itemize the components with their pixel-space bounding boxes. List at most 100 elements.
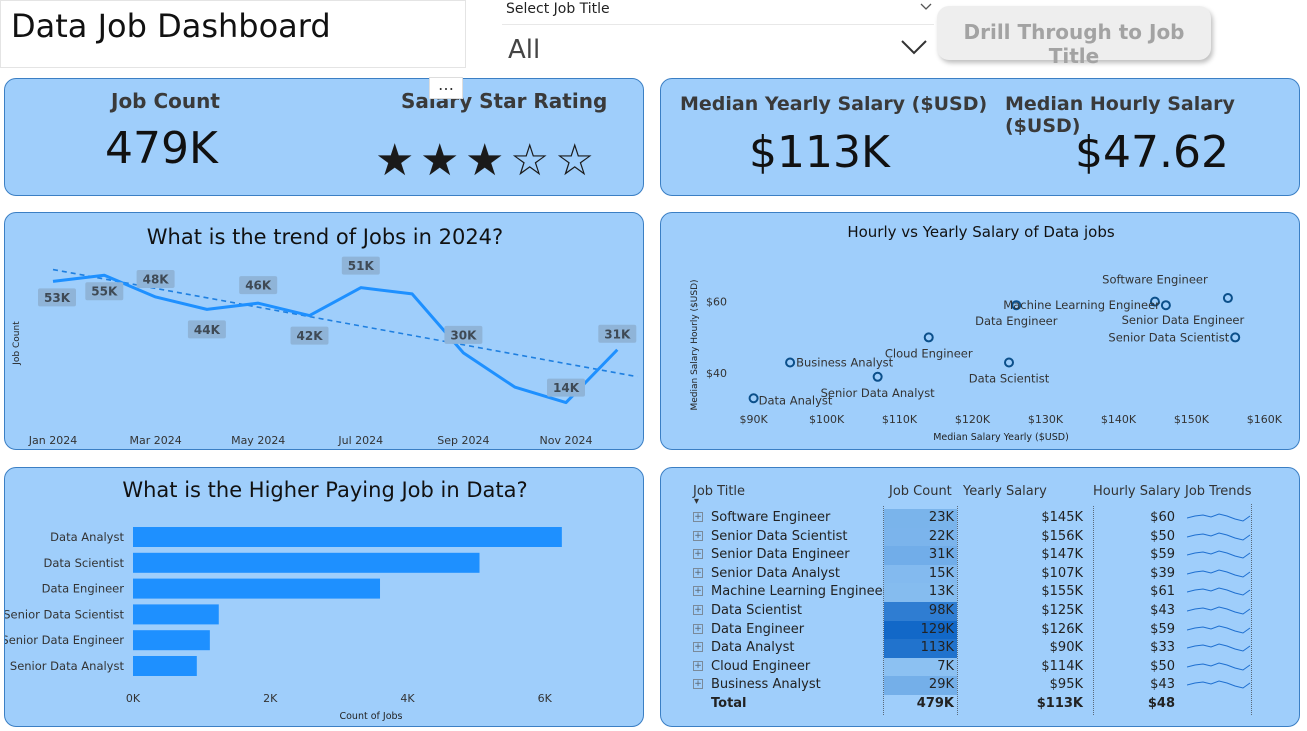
job-count-cell: [884, 509, 957, 528]
table-header-cell[interactable]: Job Trends: [1185, 484, 1252, 499]
line-data-label: 51K: [341, 256, 380, 275]
expand-plus-icon[interactable]: +: [693, 642, 703, 653]
expand-plus-icon[interactable]: +: [693, 660, 703, 671]
more-options-icon[interactable]: …: [429, 77, 463, 99]
expand-plus-icon[interactable]: +: [693, 549, 703, 560]
bar[interactable]: [133, 552, 480, 573]
bar[interactable]: [133, 527, 562, 547]
svg-text:30K: 30K: [450, 328, 477, 342]
bar-x-tick-label: 6K: [538, 692, 553, 705]
higher-paying-bar-chart[interactable]: Data Analyst Data Scientist Data Engineer S…: [5, 468, 645, 728]
svg-text:48K: 48K: [143, 272, 170, 286]
table-row[interactable]: + Data Scientist 98K $125K $43: [661, 602, 1301, 621]
svg-text:14K: 14K: [553, 381, 580, 395]
bar[interactable]: [133, 578, 381, 599]
yearly-salary-cell: $114K: [1041, 658, 1083, 674]
expand-plus-icon[interactable]: +: [693, 679, 703, 690]
column-separator: [957, 506, 958, 715]
table-total-row: Total 479K $113K $48: [661, 695, 1301, 714]
scatter-point-label: Data Scientist: [969, 371, 1050, 385]
table-header-cell[interactable]: Job Count: [889, 484, 952, 499]
scatter-point[interactable]: [748, 393, 759, 404]
hourly-salary-cell: $61: [1150, 584, 1175, 600]
job-count-cell: [884, 676, 957, 695]
kpi-card-jobs: Job Count 479K Salary Star Rating ★ ★ ★ ☆ ☆: [4, 78, 644, 196]
bar-xlabel: Count of Jobs: [339, 711, 402, 722]
scatter-point[interactable]: [1230, 332, 1241, 343]
scatter-point[interactable]: [1160, 300, 1171, 311]
scatter-chart-title: Hourly vs Yearly Salary of Data jobs: [847, 223, 1115, 241]
job-title-slicer[interactable]: Select Job Title All: [502, 0, 934, 68]
expand-plus-icon[interactable]: +: [693, 530, 703, 541]
line-data-label: 48K: [136, 269, 175, 288]
star-filled-icon: ★: [420, 135, 460, 186]
scatter-xlabel: Median Salary Yearly ($USD): [933, 432, 1069, 443]
total-yearly: $113K: [1036, 696, 1083, 711]
bar[interactable]: [133, 656, 197, 676]
drill-through-label: Drill Through to Job Title: [963, 20, 1185, 68]
expand-plus-icon[interactable]: +: [693, 586, 703, 597]
job-trend-sparkline: [1187, 587, 1251, 596]
chevron-down-icon[interactable]: [920, 3, 932, 11]
expand-plus-icon[interactable]: +: [693, 623, 703, 634]
table-row[interactable]: + Senior Data Analyst 15K $107K $39: [661, 564, 1301, 584]
bar-category-label: Data Engineer: [42, 582, 125, 596]
hourly-salary-label: Median Hourly Salary ($USD): [1005, 93, 1235, 137]
yearly-salary-cell: $125K: [1041, 603, 1083, 618]
drill-through-button[interactable]: Drill Through to Job Title: [937, 6, 1211, 68]
scatter-point[interactable]: [1011, 300, 1022, 311]
salary-scatter-chart[interactable]: Median Salary Hourly ($USD) Median Salary…: [661, 213, 1301, 451]
job-trend-sparkline: [1187, 662, 1251, 671]
scatter-x-tick-label: $160K: [1247, 413, 1283, 426]
star-filled-icon: ★: [375, 135, 415, 186]
bar[interactable]: [133, 630, 210, 651]
job-title-table: Job Title Job Count Yearly Salary Hourly Sa…: [661, 468, 1301, 728]
scatter-y-tick-label: $60: [706, 296, 727, 309]
table-header-cell[interactable]: Yearly Salary: [963, 484, 1047, 499]
table-header-cell[interactable]: Job Title: [693, 484, 746, 499]
table-row[interactable]: + Software Engineer 23K $145K $60: [661, 509, 1301, 528]
table-row[interactable]: + Machine Learning Engineer 13K $155K $61: [661, 583, 1301, 602]
job-count-value: 479K: [105, 123, 218, 174]
slicer-dropdown[interactable]: All: [502, 24, 934, 68]
table-row[interactable]: + Business Analyst 29K $95K $43: [661, 676, 1301, 695]
job-count-line[interactable]: [52, 273, 619, 405]
table-scrollbar[interactable]: [1251, 504, 1252, 715]
hourly-salary-cell: $43: [1150, 603, 1175, 618]
scatter-point[interactable]: [1222, 293, 1233, 304]
yearly-salary-value: $113K: [749, 127, 890, 178]
job-count-value: 31K: [928, 547, 954, 563]
expand-plus-icon[interactable]: +: [693, 512, 703, 522]
job-count-cell: [884, 602, 957, 621]
scatter-point[interactable]: [923, 332, 934, 343]
job-trend-sparkline: [1187, 550, 1251, 559]
job-table-card: Job Title Job Count Yearly Salary Hourly Sa…: [660, 467, 1300, 727]
table-header-cell[interactable]: Hourly Salary: [1093, 484, 1181, 499]
sort-descending-icon[interactable]: ▾: [694, 496, 700, 507]
table-row[interactable]: + Senior Data Scientist 22K $156K $50: [661, 527, 1301, 547]
expand-plus-icon[interactable]: +: [693, 605, 703, 615]
scatter-x-tick-label: $150K: [1174, 413, 1210, 426]
table-row[interactable]: + Senior Data Engineer 31K $147K $59: [661, 546, 1301, 565]
job-count-cell: [884, 527, 957, 547]
bar-x-tick-label: 4K: [400, 692, 415, 705]
scatter-point[interactable]: [1004, 357, 1014, 368]
scatter-point[interactable]: [785, 357, 796, 368]
job-count-value: 7K: [937, 658, 954, 674]
job-count-value: 15K: [928, 565, 954, 581]
table-row[interactable]: + Data Engineer 129K $126K $59: [661, 620, 1301, 640]
svg-text:44K: 44K: [194, 323, 221, 337]
scatter-point[interactable]: [1149, 296, 1160, 307]
table-row[interactable]: + Cloud Engineer 7K $114K $50: [661, 657, 1301, 677]
yearly-salary-cell: $107K: [1041, 565, 1083, 581]
scatter-point[interactable]: [872, 371, 883, 382]
line-x-tick-label: May 2024: [231, 434, 285, 447]
bar-x-tick-label: 0K: [126, 692, 141, 705]
job-trend-sparkline: [1187, 643, 1251, 652]
scatter-y-tick-label: $40: [706, 367, 727, 380]
bar[interactable]: [133, 604, 219, 625]
star-empty-icon: ☆: [555, 135, 595, 186]
expand-plus-icon[interactable]: +: [693, 567, 703, 578]
job-trend-line-chart[interactable]: Job Count 53K 55K 48K 44K 46K 42K 51K 30K 14K 31K J…: [5, 213, 645, 451]
table-row[interactable]: + Data Analyst 113K $90K $33: [661, 639, 1301, 658]
